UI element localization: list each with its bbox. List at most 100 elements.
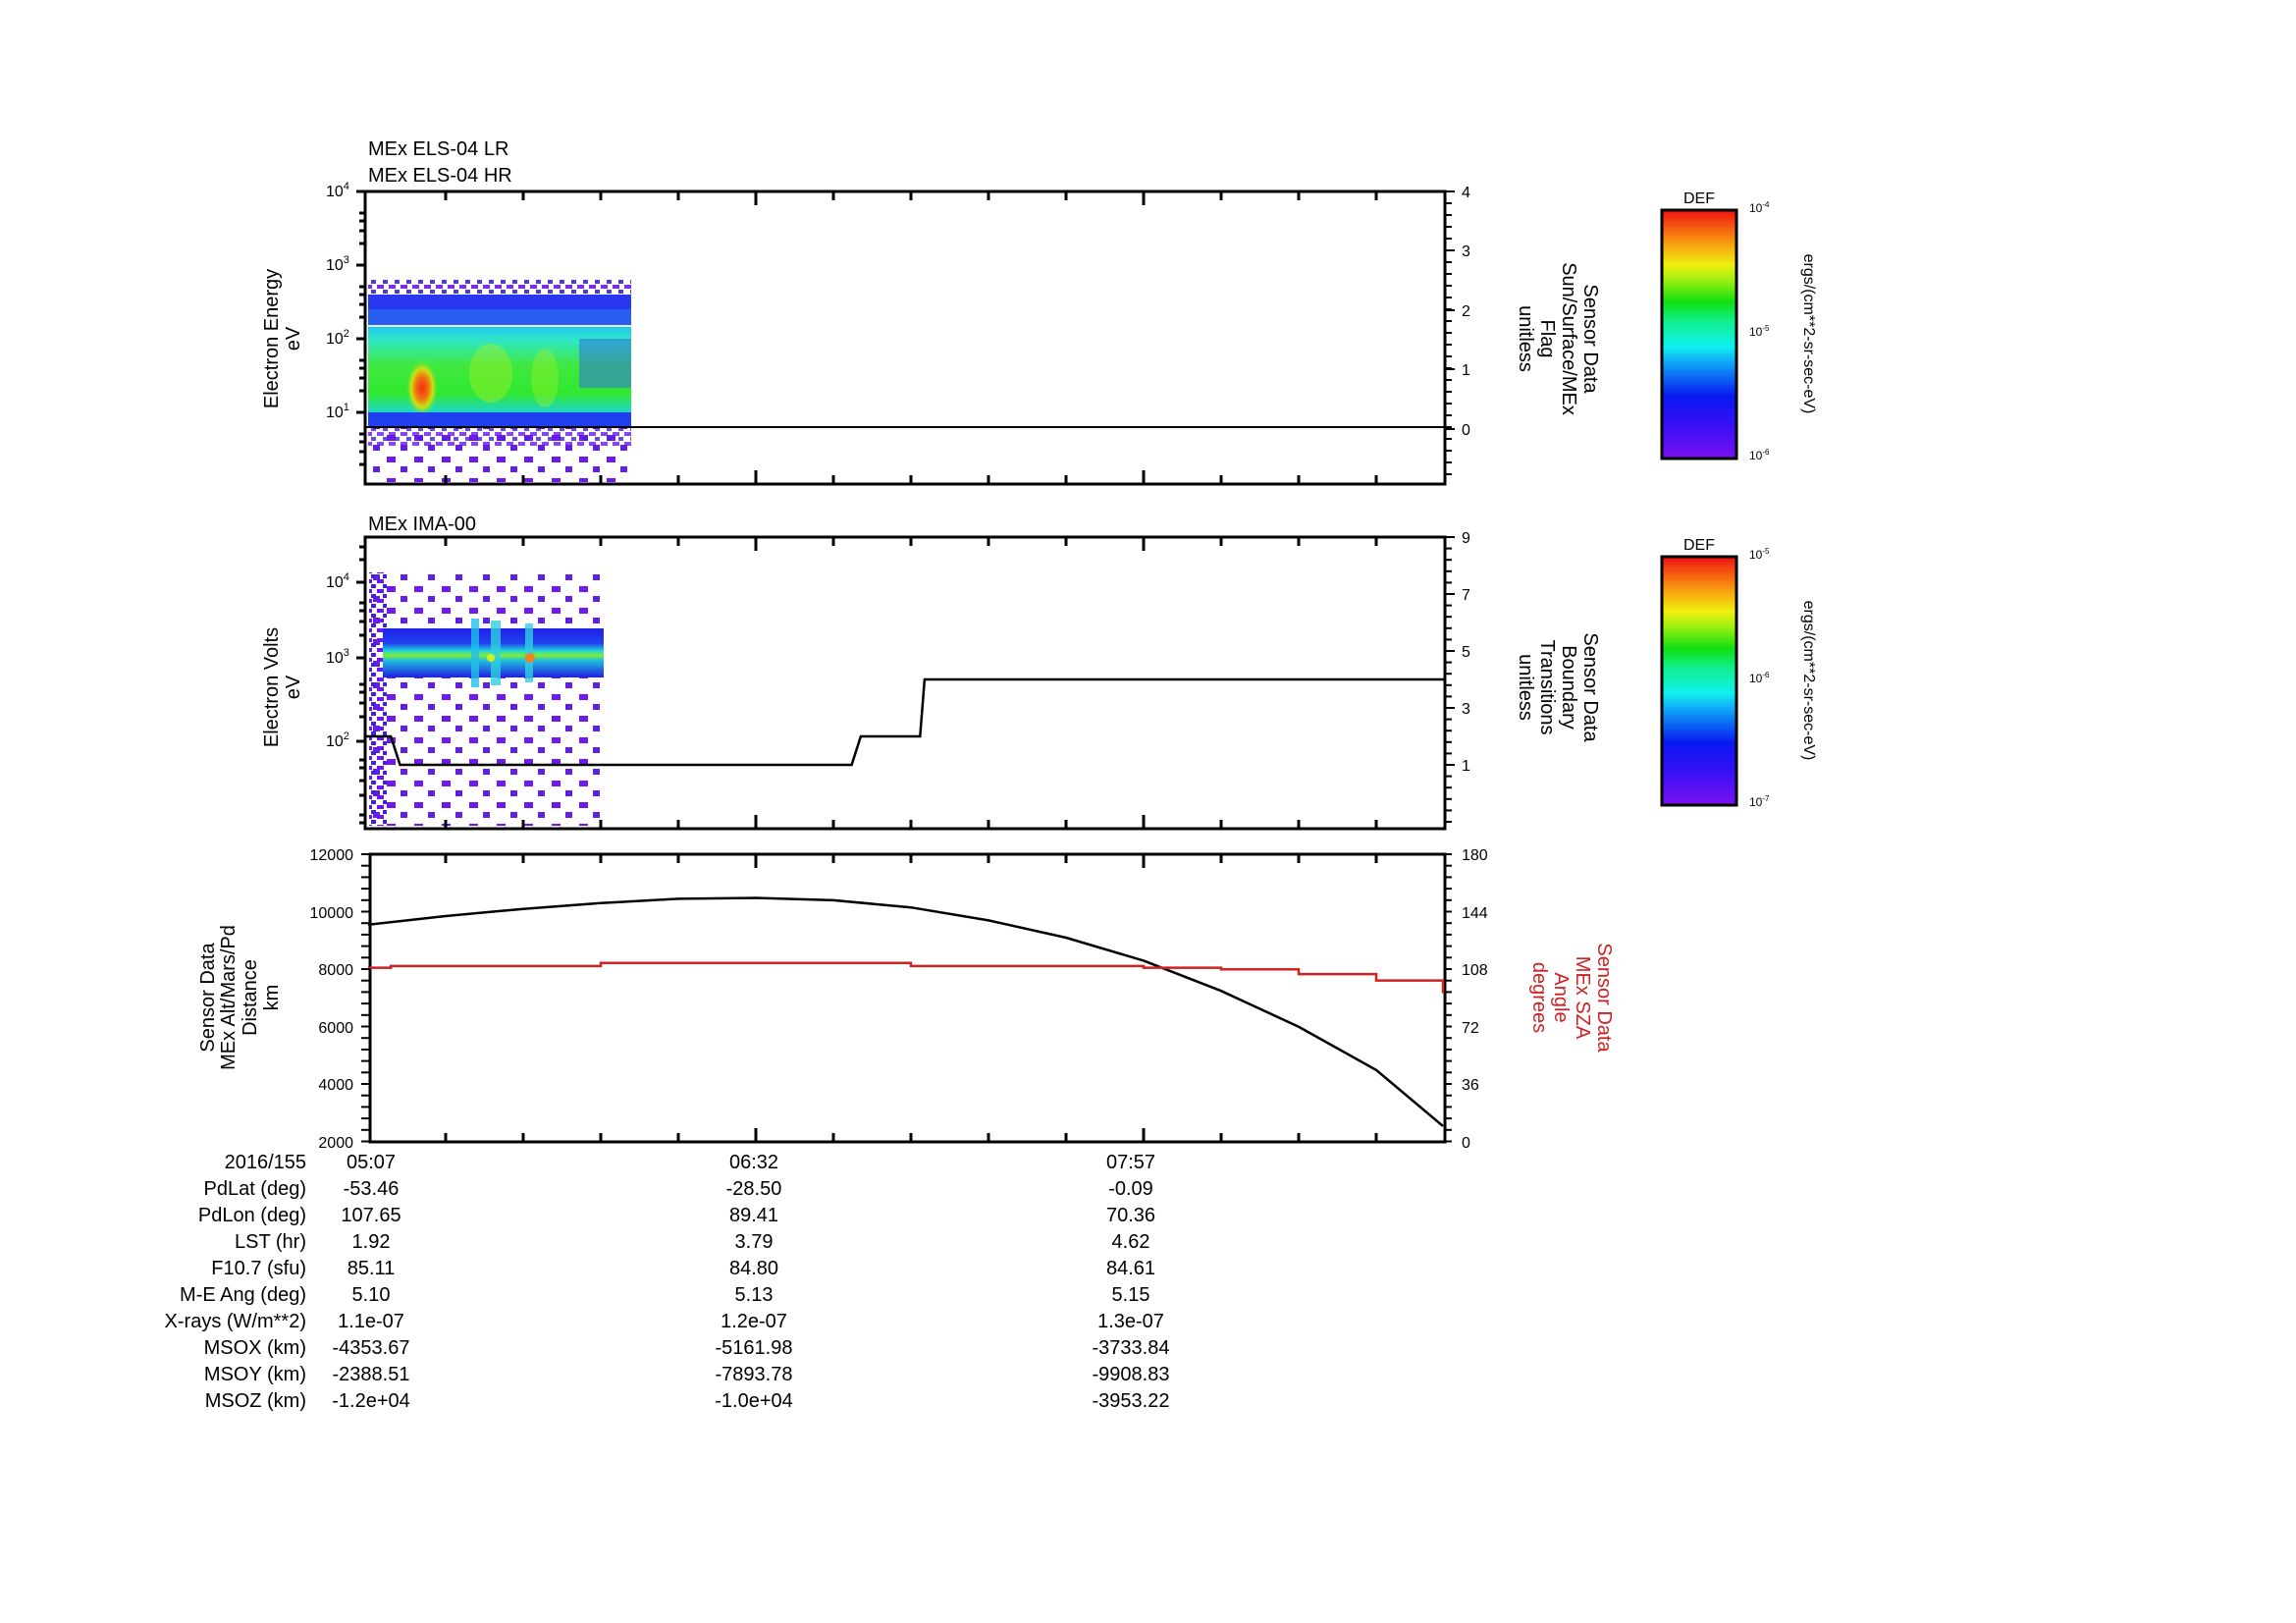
ephemeris-row-label: F10.7 (sfu) [211, 1258, 306, 1279]
ephemeris-value: 70.36 [1105, 1205, 1156, 1226]
svg-text:unitless: unitless [1515, 654, 1536, 721]
els-right-minor-ticks [1445, 190, 1452, 475]
ima-panel: MEx IMA-00 104 103 [261, 514, 1817, 831]
ephemeris-row-label: M-E Ang (deg) [180, 1284, 306, 1306]
ephemeris-value: 07:57 [1105, 1152, 1156, 1173]
svg-text:km: km [261, 985, 283, 1011]
els-right-ylabel: Sensor Data Sun/Surface/MEx Flag unitles… [1515, 262, 1601, 415]
svg-text:101: 101 [326, 402, 349, 421]
svg-text:180: 180 [1462, 847, 1488, 864]
ephemeris-value: 5.10 [351, 1284, 391, 1306]
orbit-y-tick-labels: 12000 10000 8000 6000 4000 2000 [310, 847, 354, 1152]
ephemeris-value: 1.92 [351, 1231, 391, 1253]
time-axis-ticks [444, 191, 1378, 1142]
svg-text:Angle: Angle [1550, 972, 1572, 1022]
orbit-right-ylabel: Sensor Data MEx SZA Angle degrees [1528, 943, 1615, 1053]
svg-text:Sensor Data: Sensor Data [1593, 943, 1615, 1053]
ephemeris-row-label: MSOZ (km) [204, 1390, 306, 1412]
ephemeris-value: -3953.22 [1092, 1390, 1170, 1412]
svg-text:unitless: unitless [1515, 305, 1536, 372]
svg-text:7: 7 [1462, 587, 1470, 604]
svg-text:10-6: 10-6 [1749, 448, 1770, 462]
els-ylabel-line-1: Electron Energy [261, 269, 283, 408]
ephemeris-value: 89.41 [728, 1205, 779, 1226]
els-title-line-2: MEx ELS-04 HR [368, 165, 512, 187]
ephemeris-value: -2388.51 [332, 1364, 410, 1385]
svg-text:10-5: 10-5 [1749, 547, 1770, 562]
svg-text:10-4: 10-4 [1749, 200, 1770, 215]
svg-text:103: 103 [326, 254, 349, 274]
els-y-tick-labels: 104 103 102 101 [326, 181, 349, 421]
ima-title: MEx IMA-00 [368, 514, 476, 535]
ima-right-tick-labels: 9 7 5 3 1 [1462, 530, 1470, 775]
svg-text:3: 3 [1462, 701, 1470, 718]
ephemeris-value: 1.3e-07 [1097, 1311, 1164, 1332]
svg-text:Sensor Data: Sensor Data [1579, 284, 1601, 394]
ima-boundary-transitions-line [365, 677, 1445, 767]
altitude-line [367, 896, 1444, 1127]
ima-ylabel-line-1: Electron Volts [261, 627, 283, 747]
ephemeris-value: -9908.83 [1092, 1364, 1170, 1385]
svg-text:104: 104 [326, 181, 349, 200]
svg-text:4: 4 [1462, 185, 1470, 201]
els-spectrogram [368, 280, 631, 482]
svg-text:0: 0 [1462, 422, 1470, 439]
ephemeris-value: 1.2e-07 [721, 1311, 787, 1332]
svg-text:36: 36 [1462, 1077, 1479, 1094]
ephemeris-row-label: 2016/155 [224, 1152, 306, 1173]
sza-line [368, 961, 1445, 994]
orbit-panel: 12000 10000 8000 6000 4000 2000 Sensor D… [197, 847, 1615, 1152]
ima-left-axis [356, 545, 365, 825]
ephemeris-value: -1.2e+04 [332, 1390, 410, 1412]
ephemeris-row-label: MSOY (km) [203, 1364, 306, 1385]
ephemeris-value: -28.50 [725, 1178, 782, 1200]
ephemeris-row-label: PdLon (deg) [197, 1205, 306, 1226]
svg-text:Sensor Data: Sensor Data [197, 943, 219, 1053]
svg-text:8000: 8000 [318, 962, 353, 979]
svg-text:72: 72 [1462, 1020, 1479, 1037]
svg-text:ergs/(cm**2-sr-sec-eV): ergs/(cm**2-sr-sec-eV) [1800, 601, 1817, 761]
svg-text:144: 144 [1462, 905, 1488, 922]
ima-colorbar: DEF 10-5 10-6 10-7 ergs/(cm**2-sr-sec-eV… [1660, 537, 1817, 809]
els-panel: MEx ELS-04 LR MEx ELS-04 HR [261, 138, 1817, 486]
ephemeris-value: 3.79 [734, 1231, 774, 1253]
orbit-ylabel: Sensor Data MEx Alt/Mars/Pd Distance km [197, 925, 283, 1070]
svg-text:Sun/Surface/MEx: Sun/Surface/MEx [1558, 262, 1579, 415]
svg-text:10-5: 10-5 [1749, 324, 1770, 339]
svg-text:MEx Alt/Mars/Pd: MEx Alt/Mars/Pd [218, 925, 240, 1070]
svg-text:DEF: DEF [1683, 537, 1715, 554]
svg-text:Transitions: Transitions [1536, 639, 1558, 734]
svg-text:9: 9 [1462, 530, 1470, 547]
ephemeris-value: -3733.84 [1092, 1337, 1170, 1359]
ephemeris-value: 05:07 [346, 1152, 397, 1173]
svg-text:6000: 6000 [318, 1020, 353, 1037]
els-colorbar: DEF 10-4 10-5 10-6 ergs/(cm**2-sr-sec-eV… [1660, 190, 1817, 462]
ephemeris-value: -1.0e+04 [715, 1390, 793, 1412]
ephemeris-row-label: MSOX (km) [203, 1337, 306, 1359]
svg-text:104: 104 [326, 571, 349, 591]
ephemeris-value: 1.1e-07 [338, 1311, 404, 1332]
svg-text:102: 102 [326, 328, 349, 348]
orbit-plot-frame [368, 852, 1447, 1144]
svg-text:10-7: 10-7 [1749, 794, 1770, 809]
svg-text:102: 102 [326, 730, 349, 750]
orbit-right-tick-labels: 180 144 108 72 36 0 [1462, 847, 1488, 1152]
svg-text:0: 0 [1462, 1135, 1470, 1152]
ima-spectrogram [368, 572, 604, 826]
ephemeris-value: 5.13 [734, 1284, 774, 1306]
els-title-line-1: MEx ELS-04 LR [368, 138, 508, 160]
ephemeris-value: 5.15 [1111, 1284, 1150, 1306]
ephemeris-row-label: PdLat (deg) [203, 1178, 306, 1200]
svg-text:1: 1 [1462, 758, 1470, 775]
ephemeris-row-label: LST (hr) [235, 1231, 306, 1253]
svg-text:5: 5 [1462, 644, 1470, 661]
svg-text:10000: 10000 [310, 905, 354, 922]
svg-text:Sensor Data: Sensor Data [1579, 632, 1601, 742]
svg-text:degrees: degrees [1528, 962, 1550, 1033]
svg-text:Boundary: Boundary [1558, 645, 1579, 730]
ephemeris-value: 84.80 [728, 1258, 779, 1279]
els-right-tick-labels: 4 3 2 1 0 [1462, 185, 1470, 439]
els-ylabel-line-2: eV [283, 326, 304, 351]
ephemeris-value: 84.61 [1105, 1258, 1156, 1279]
ima-right-ylabel: Sensor Data Boundary Transitions unitles… [1515, 632, 1601, 742]
